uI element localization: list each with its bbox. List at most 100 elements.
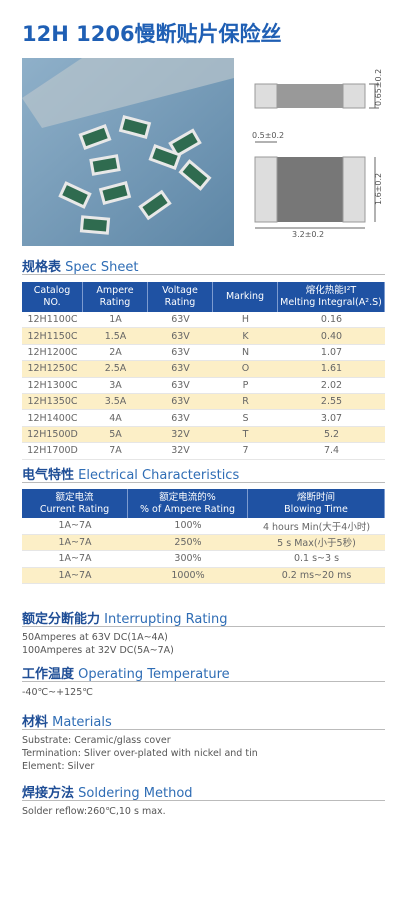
table-cell: 32V [148,443,213,460]
table-cell: H [213,312,278,329]
divider [22,626,385,627]
section-heading: 工作温度 Operating Temperature [22,663,230,682]
table-cell: 12H1500D [22,426,83,444]
table-cell: N [213,344,278,362]
table-cell: 7A [83,443,148,460]
table-cell: 63V [148,344,213,362]
body-text: Solder reflow:260℃,10 s max. [22,806,166,817]
section-heading: 电气特性 Electrical Characteristics [22,464,239,483]
table-cell: K [213,328,278,345]
header-text: % of Ampere Rating [139,503,236,515]
table-cell: 1000% [128,567,248,584]
table-cell: 2A [83,344,148,362]
header-text: Rating [99,297,131,308]
table-cell: 5 s Max(小于5秒) [248,534,385,551]
table-cell: 12H1350C [22,394,83,411]
header-cell: 额定电流的%% of Ampere Rating [128,489,248,518]
heading-en: Interrupting Rating [100,612,228,627]
body-text: Termination: Sliver over-plated with nic… [22,748,258,759]
table-cell: 63V [148,361,213,378]
table-cell: T [213,426,278,444]
header-text: 熔断时间 [296,491,335,503]
header-cell: 额定电流 Current Rating [22,489,128,518]
header-text: Current Rating [39,503,110,515]
section-heading: 材料 Materials [22,711,112,730]
table-cell: 4 hours Min(大于4小时) [248,518,385,535]
table-cell: 4A [83,410,148,427]
header-text: Rating [164,297,196,308]
dim-label: 0.5±0.2 [252,131,285,140]
header-cell: Catalog NO. [22,282,83,312]
header-cell: Voltage Rating [148,282,213,312]
table-cell: 3.5A [83,394,148,411]
header-text: 额定电流 [55,491,94,503]
table-cell: 63V [148,394,213,411]
table-cell: S [213,410,278,427]
heading-zh: 工作温度 [22,667,75,682]
heading-zh: 材料 [22,715,49,730]
dimension-drawing [254,83,379,229]
table-cell: P [213,377,278,394]
header-cell: Ampere Rating [83,282,148,312]
table-cell: 12H1300C [22,377,83,394]
table-cell: 32V [148,426,213,444]
header-cell: 熔化热能I²T Melting Integral(A².S) [278,282,385,312]
table-cell: 1.5A [83,328,148,345]
table-cell: 12H1150C [22,328,83,345]
section-heading: 额定分断能力 Interrupting Rating [22,608,228,627]
table-cell: 63V [148,328,213,345]
table-cell: 1.61 [278,361,385,378]
table-cell: 7.4 [278,443,385,460]
table-cell: 1A~7A [22,534,128,551]
table-cell: 2.02 [278,377,385,394]
dim-label: 3.2±0.2 [292,230,325,239]
table-cell: 5.2 [278,426,385,444]
heading-en: Spec Sheet [61,260,139,275]
table-cell: 250% [128,534,248,551]
table-cell: 12H1250C [22,361,83,378]
table-cell: 1A~7A [22,518,128,535]
table-cell: 1.07 [278,344,385,362]
table-cell: 12H1400C [22,410,83,427]
dim-label: 0.65±0.2 [374,68,383,106]
header-text: Marking [225,291,265,302]
table-cell: 2.5A [83,361,148,378]
product-photo [22,58,234,246]
heading-zh: 额定分断能力 [22,612,101,627]
header-text: Voltage [162,285,198,296]
header-text: Melting Integral(A².S) [280,297,382,308]
table-cell: 63V [148,312,213,329]
divider [22,681,385,682]
table-cell: 3.07 [278,410,385,427]
table-cell: 0.40 [278,328,385,345]
header-text: Catalog [33,285,71,296]
header-text: 熔化热能I²T [305,285,357,296]
body-text: -40℃~+125℃ [22,687,93,698]
table-cell: 100% [128,518,248,535]
body-text: Substrate: Ceramic/glass cover [22,735,171,746]
header-cell: Marking [213,282,278,312]
header-cell: 熔断时间 Blowing Time [248,489,385,518]
heading-en: Materials [48,715,112,730]
table-cell: 63V [148,410,213,427]
table-cell: 0.2 ms~20 ms [248,567,385,584]
title: 12H 1206慢断贴片保险丝 [22,22,282,46]
section-heading: 焊接方法 Soldering Method [22,782,193,801]
table-cell: 12H1700D [22,443,83,460]
dim-label: 1.6±0.2 [374,172,383,205]
body-text: 100Amperes at 32V DC(5A~7A) [22,645,174,656]
body-text: Element: Silver [22,761,95,772]
divider [22,482,385,483]
table-cell: 0.1 s~3 s [248,551,385,568]
table-cell: 1A~7A [22,567,128,584]
heading-en: Operating Temperature [74,667,230,682]
header-text: Blowing Time [284,503,348,515]
divider [22,274,385,275]
heading-en: Electrical Characteristics [74,468,240,483]
table-cell: O [213,361,278,378]
divider [22,800,385,801]
header-text: 额定电流的% [159,491,216,503]
body-text: 50Amperes at 63V DC(1A~4A) [22,632,168,643]
table-cell: 12H1200C [22,344,83,362]
